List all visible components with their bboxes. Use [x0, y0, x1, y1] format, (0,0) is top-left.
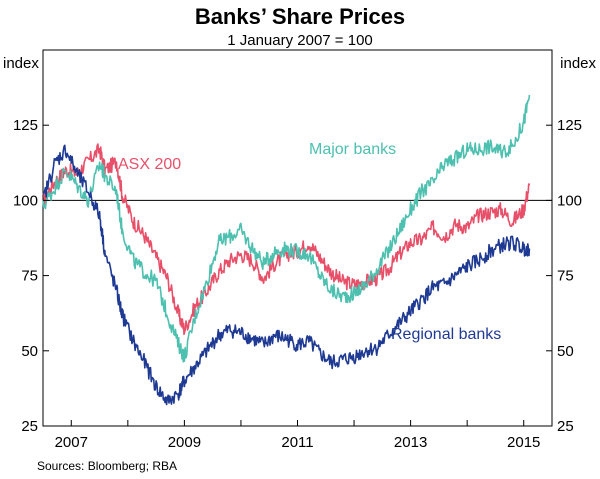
x-tick-label: 2009	[168, 434, 201, 451]
y-tick-label-right: 125	[557, 117, 582, 134]
annotation-regional-banks: Regional banks	[391, 326, 501, 343]
major-banks-line	[42, 95, 531, 363]
chart-title: Banks’ Share Prices	[194, 4, 406, 29]
y-tick-label-left: 25	[21, 418, 38, 435]
annotation-asx-200: ASX 200	[118, 156, 181, 173]
y-axis-label-right: index	[560, 55, 596, 72]
x-tick-label: 2011	[281, 434, 313, 451]
y-tick-label-left: 50	[21, 343, 38, 360]
y-tick-label-right: 100	[557, 192, 582, 209]
x-tick-label: 2007	[55, 434, 88, 451]
annotation-major-banks: Major banks	[309, 141, 396, 158]
x-tick-label: 2013	[394, 434, 427, 451]
y-tick-label-right: 75	[557, 268, 574, 285]
y-tick-label-right: 50	[557, 343, 574, 360]
plot-area-frame	[42, 49, 553, 427]
asx-200-line	[42, 143, 531, 336]
y-axis-label-left: index	[3, 55, 39, 72]
x-tick-label: 2015	[507, 434, 540, 451]
y-tick-label-left: 125	[13, 117, 38, 134]
y-tick-label-right: 25	[557, 418, 574, 435]
source-note: Sources: Bloomberg; RBA	[37, 459, 178, 473]
y-tick-label-left: 100	[13, 192, 38, 209]
y-tick-label-left: 75	[21, 268, 38, 285]
chart-subtitle: 1 January 2007 = 100	[227, 32, 373, 49]
regional-banks-line	[42, 144, 531, 406]
